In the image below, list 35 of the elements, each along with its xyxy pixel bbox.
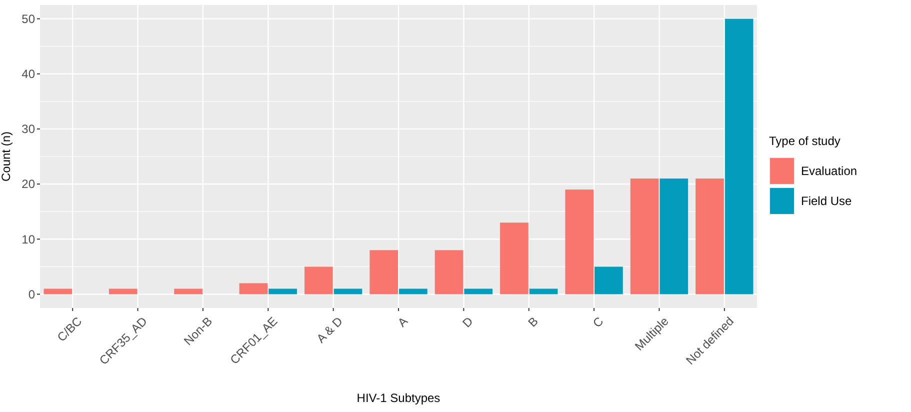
- y-tick-label: 50: [22, 12, 36, 26]
- x-tick-label: A: [394, 314, 411, 330]
- bar: [268, 288, 297, 294]
- x-tick-label: D: [460, 314, 476, 330]
- bar: [108, 288, 138, 294]
- x-tick-label: C: [590, 314, 606, 330]
- bar: [529, 288, 558, 294]
- x-axis-title: HIV-1 Subtypes: [356, 391, 440, 405]
- y-tick-label: 20: [22, 177, 36, 192]
- x-tick-label: B: [525, 314, 541, 330]
- y-tick-label: 30: [22, 122, 36, 136]
- legend-label: Evaluation: [801, 164, 858, 178]
- bar: [44, 288, 72, 294]
- bar: [696, 178, 724, 294]
- bar: [660, 178, 688, 294]
- bar: [630, 178, 659, 294]
- legend-title: Type of study: [769, 134, 840, 148]
- bar: [239, 283, 268, 294]
- bar: [500, 222, 528, 294]
- y-tick-label: 0: [28, 287, 36, 302]
- bar: [565, 190, 594, 294]
- bar: [304, 266, 333, 294]
- y-tick-label: 40: [22, 67, 36, 82]
- bar: [334, 288, 362, 294]
- bar: [724, 18, 754, 294]
- bar: [434, 250, 464, 294]
- y-tick-label: 10: [22, 232, 36, 246]
- y-axis-title: Count (n): [0, 131, 13, 182]
- bar: [399, 288, 428, 294]
- bar: [594, 266, 623, 294]
- x-tick-label: A & D: [314, 314, 346, 346]
- bar: [370, 250, 398, 294]
- bar: [174, 288, 202, 294]
- bar: [464, 288, 493, 294]
- legend-label: Field Use: [801, 194, 852, 208]
